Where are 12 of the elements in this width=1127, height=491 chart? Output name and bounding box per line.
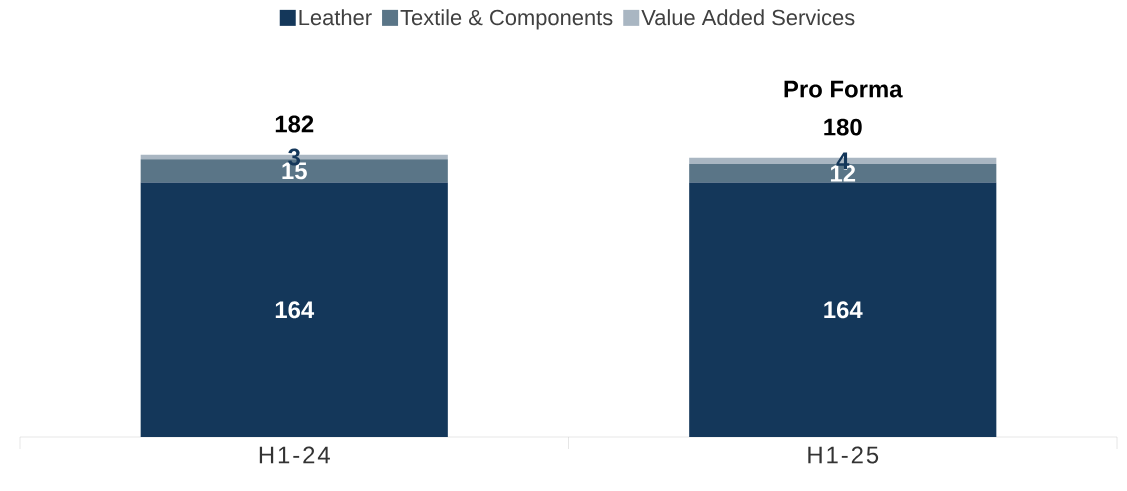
- total-label: 182: [275, 115, 314, 133]
- bar: [689, 182, 997, 437]
- x-tick-label: H1-24: [259, 446, 330, 464]
- legend-label: Textile & Components: [400, 9, 613, 30]
- total-label: 180: [824, 118, 862, 136]
- data-label: 164: [824, 301, 863, 319]
- bar: [140, 182, 448, 437]
- text: Pro Forma: [784, 80, 903, 98]
- data-label: 164: [275, 301, 315, 319]
- legend-label: Value Added Services: [641, 9, 855, 26]
- x-tick-label: H1-25: [808, 446, 879, 464]
- legend-label: Leather: [299, 9, 372, 26]
